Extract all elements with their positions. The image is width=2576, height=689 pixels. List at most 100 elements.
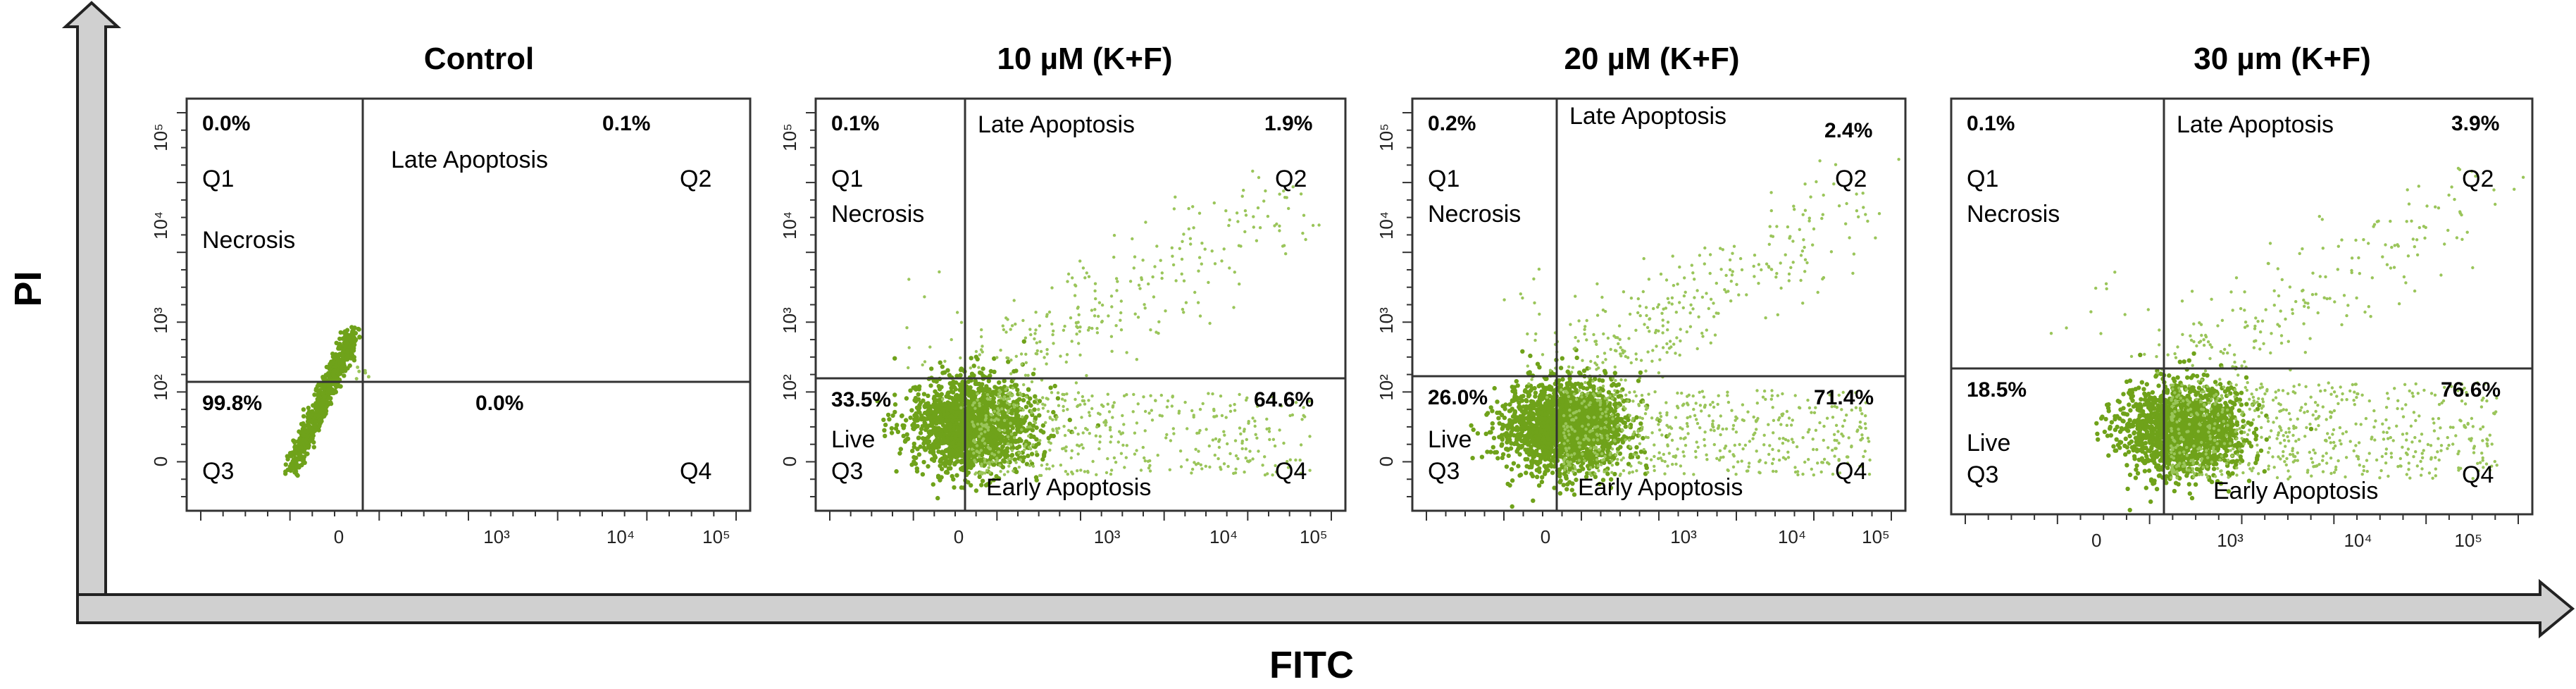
y-tick-label: 10⁴ <box>779 211 800 240</box>
data-point <box>1258 226 1262 230</box>
data-point <box>974 349 978 354</box>
data-point <box>1155 330 1158 334</box>
y-tick-label: 10³ <box>150 307 171 334</box>
scatter-points <box>875 169 1321 501</box>
data-point <box>979 385 984 390</box>
data-point <box>1045 352 1049 356</box>
data-point <box>1581 368 1587 373</box>
data-point <box>894 468 899 474</box>
x-tick-label: 0 <box>954 526 964 547</box>
data-point <box>1244 213 1248 217</box>
data-point <box>1558 383 1564 387</box>
data-point <box>1090 326 1094 330</box>
data-point <box>1143 456 1146 460</box>
data-point <box>985 393 990 397</box>
data-point <box>981 344 984 348</box>
data-point <box>1023 404 1029 409</box>
data-point <box>1240 441 1244 445</box>
data-point <box>1029 333 1033 337</box>
data-point <box>1238 283 1241 286</box>
data-point <box>1066 408 1069 411</box>
data-point <box>904 418 909 423</box>
data-point <box>1000 444 1005 449</box>
data-point <box>987 466 991 469</box>
data-point <box>971 364 976 368</box>
data-point <box>1308 468 1312 472</box>
data-point <box>1138 287 1142 290</box>
q1-label: Q1 <box>831 166 863 192</box>
data-point <box>1240 194 1244 198</box>
data-point <box>337 361 342 366</box>
data-point <box>926 430 931 435</box>
data-point <box>1301 231 1305 235</box>
data-point <box>1143 409 1147 414</box>
necrosis-label: Necrosis <box>202 227 295 254</box>
data-point <box>1026 453 1031 459</box>
data-point <box>1239 244 1243 248</box>
data-point <box>945 391 950 396</box>
data-point <box>1187 227 1191 231</box>
data-point <box>1109 440 1112 444</box>
data-point <box>973 378 978 384</box>
data-point <box>997 395 1000 399</box>
data-point <box>938 478 942 483</box>
data-point <box>1024 361 1028 364</box>
x-tick-label: 10⁵ <box>702 526 730 547</box>
data-point <box>314 404 319 409</box>
data-point <box>1514 440 1519 445</box>
data-point <box>1238 392 1241 397</box>
data-point <box>1132 392 1135 397</box>
data-point <box>941 397 945 401</box>
data-point <box>1198 407 1202 411</box>
data-point <box>909 408 914 413</box>
data-point <box>997 421 1003 426</box>
data-point <box>336 353 341 359</box>
data-point <box>904 437 909 442</box>
data-point <box>1107 410 1112 414</box>
data-point <box>324 404 329 409</box>
data-point <box>1266 472 1269 476</box>
data-point <box>1020 362 1023 366</box>
data-point <box>944 438 950 443</box>
y-axis-title: PI <box>7 271 49 306</box>
data-point <box>1093 289 1097 293</box>
data-point <box>1043 356 1046 359</box>
data-point <box>1009 358 1013 362</box>
data-point <box>1534 474 1540 480</box>
data-point <box>978 353 982 356</box>
data-point <box>1081 431 1085 435</box>
data-point <box>950 473 954 479</box>
data-point <box>1533 423 1539 428</box>
data-point <box>1251 169 1255 173</box>
data-point <box>1017 397 1022 402</box>
data-point <box>1490 426 1495 431</box>
data-point <box>1095 331 1100 335</box>
data-point <box>1110 305 1114 309</box>
data-point <box>1076 325 1080 330</box>
data-point <box>1495 399 1500 404</box>
data-point <box>989 404 994 409</box>
data-point <box>938 270 941 274</box>
data-point <box>1006 470 1010 473</box>
data-point <box>928 345 932 349</box>
data-point <box>1284 252 1288 256</box>
data-point <box>1040 423 1046 428</box>
data-point <box>1233 402 1236 406</box>
data-point <box>1002 328 1006 332</box>
data-point <box>1031 443 1035 447</box>
data-point <box>1106 402 1110 406</box>
data-point <box>1035 452 1040 457</box>
data-point <box>1046 397 1050 401</box>
data-point <box>316 428 321 433</box>
data-point <box>1076 469 1079 473</box>
data-point <box>1125 393 1128 397</box>
data-point <box>966 460 971 466</box>
data-point <box>350 332 355 337</box>
data-point <box>1037 399 1043 404</box>
data-point <box>1098 440 1102 444</box>
data-point <box>1121 443 1125 447</box>
data-point <box>328 401 334 406</box>
data-point <box>1491 435 1497 440</box>
data-point <box>1062 425 1066 428</box>
data-point <box>1097 301 1102 304</box>
